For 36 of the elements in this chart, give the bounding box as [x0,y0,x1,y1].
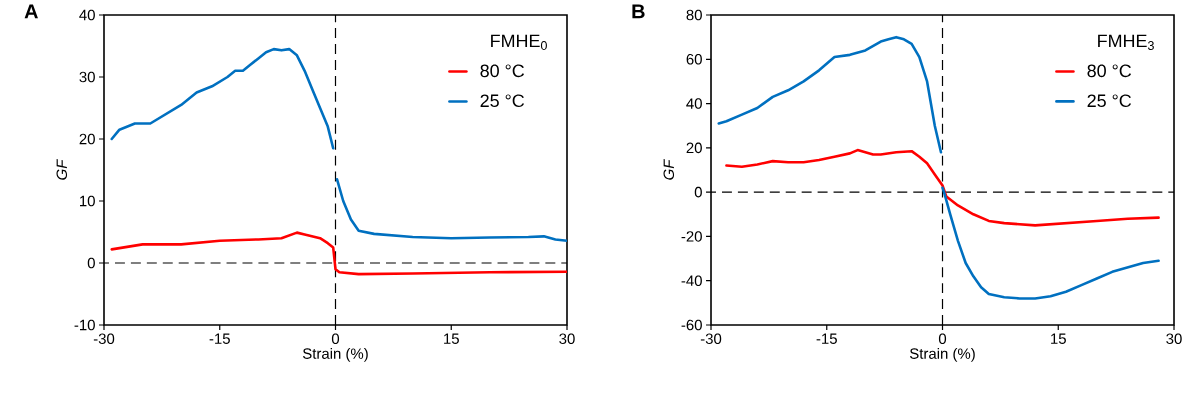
y-tick-label: -60 [681,319,702,331]
y-tick-label: 40 [79,9,95,21]
y-tick-label: -20 [681,231,702,242]
y-axis-title: GF [56,158,68,180]
x-tick-label: 0 [331,333,340,345]
y-tick-label: 20 [79,133,95,145]
y-tick-label: 60 [686,53,702,65]
y-tick-label: 10 [80,195,95,207]
y-tick-label: 30 [79,71,95,83]
x-tick-label: -15 [209,333,230,344]
x-tick-label: -30 [93,333,115,345]
y-tick-label: 0 [694,186,702,198]
x-tick-label: 30 [1166,333,1182,345]
chart-title: B [632,4,645,19]
x-tick-label: -30 [700,333,722,345]
chart-title: A [24,4,38,19]
x-axis-title: Strain (%) [909,347,975,362]
legend-title: FMHE$_{0}$ [491,34,547,50]
y-tick-label: -40 [681,275,702,286]
x-tick-label: 15 [1051,333,1066,344]
legend-label: 25 °C [480,94,525,108]
legend-label: 25 °C [1087,94,1132,108]
y-tick-label: 80 [686,9,702,21]
x-axis-title: Strain (%) [302,347,368,362]
legend-label: 80 °C [480,64,525,78]
y-tick-label: 20 [686,142,702,154]
x-tick-label: 30 [559,333,575,345]
y-tick-label: -10 [74,319,95,331]
legend-title: FMHE$_{3}$ [1098,34,1154,50]
x-tick-label: 15 [444,333,459,344]
y-axis-title: GF [663,158,675,180]
legend-label: 80 °C [1087,64,1132,78]
x-tick-label: -15 [816,333,837,344]
x-tick-label: 0 [938,333,947,345]
y-tick-label: 40 [686,98,702,109]
y-tick-label: 0 [87,257,95,269]
